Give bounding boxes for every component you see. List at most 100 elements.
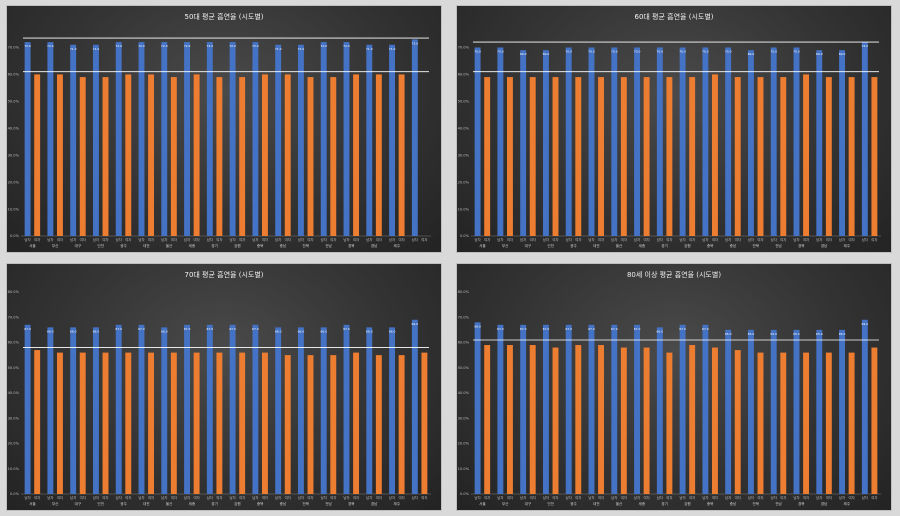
x-sub-label-male: 남자: [862, 495, 869, 500]
bar-male: [320, 42, 327, 236]
bar-female: [666, 352, 673, 494]
data-label-male: 72.0: [252, 44, 259, 48]
bar-male: [816, 329, 823, 494]
x-sub-label-male: 남자: [725, 495, 732, 500]
data-label-male: 70.0: [634, 49, 641, 53]
bar-male: [343, 324, 350, 494]
bar-male: [679, 324, 686, 494]
chart-panel-80plus: 80세 이상 평균 흡연율 (시도별) 0.0% 10.0% 20.0% 30.0% 40…: [456, 263, 892, 511]
x-sub-label-male: 남자: [93, 237, 100, 242]
bar-male: [634, 324, 641, 494]
bar-male: [656, 47, 663, 236]
x-sub-label-male: 남자: [207, 495, 214, 500]
bar-female: [216, 352, 223, 494]
bar-female: [239, 352, 246, 494]
bar-female: [307, 355, 314, 494]
bar-male: [861, 319, 868, 494]
data-label-male: 65.0: [725, 332, 732, 336]
bar-male: [252, 42, 259, 236]
bar-male: [411, 319, 418, 494]
x-region-label: 부산: [52, 501, 59, 506]
bar-male: [47, 327, 54, 494]
x-region-label: 전남: [325, 243, 332, 248]
data-label-male: 67.0: [565, 327, 572, 331]
x-sub-label-female: 여자: [353, 495, 360, 500]
bar-female: [102, 352, 109, 494]
x-region-label: 광주: [120, 243, 127, 248]
data-label-male: 69.0: [861, 322, 868, 326]
bar-female: [643, 347, 650, 494]
bar-female: [666, 77, 673, 237]
bar-male: [520, 50, 527, 236]
data-label-male: 66.0: [161, 329, 168, 333]
bar-female: [871, 347, 878, 494]
bar-female: [871, 77, 878, 237]
data-label-male: 72.0: [47, 44, 54, 48]
bar-female: [803, 74, 810, 237]
x-sub-label-male: 남자: [474, 237, 481, 242]
x-sub-label-female: 여자: [148, 495, 155, 500]
x-sub-label-male: 남자: [566, 237, 573, 242]
x-sub-label-female: 여자: [193, 237, 200, 242]
data-label-male: 69.0: [839, 52, 846, 56]
bar-male: [725, 47, 732, 236]
x-region-label: 제주: [394, 501, 401, 506]
x-sub-label-female: 여자: [125, 237, 132, 242]
data-label-male: 72.0: [229, 44, 236, 48]
bar-female: [34, 74, 41, 237]
y-tick-label: 60.0%: [458, 73, 470, 77]
x-sub-label-male: 남자: [588, 237, 595, 242]
data-label-male: 67.0: [184, 327, 191, 331]
x-sub-label-female: 여자: [552, 237, 559, 242]
bar-female: [375, 355, 382, 494]
data-label-male: 70.0: [611, 49, 618, 53]
bar-female: [375, 74, 382, 237]
x-sub-label-male: 남자: [566, 495, 573, 500]
x-sub-label-female: 여자: [735, 495, 742, 500]
bar-female: [56, 352, 63, 494]
x-sub-label-male: 남자: [47, 237, 54, 242]
x-sub-label-female: 여자: [803, 237, 810, 242]
bar-male: [520, 324, 527, 494]
bar-male: [793, 47, 800, 236]
bar-female: [330, 77, 337, 237]
x-sub-label-female: 여자: [34, 495, 41, 500]
x-sub-label-female: 여자: [80, 495, 87, 500]
x-region-label: 전북: [752, 501, 759, 506]
x-sub-label-female: 여자: [239, 237, 246, 242]
data-label-male: 66.0: [389, 329, 396, 333]
data-label-male: 67.0: [588, 327, 595, 331]
data-label-male: 72.0: [206, 44, 213, 48]
x-sub-label-female: 여자: [57, 495, 64, 500]
x-sub-label-male: 남자: [679, 237, 686, 242]
x-region-label: 부산: [502, 243, 509, 248]
x-region-label: 대구: [525, 243, 532, 248]
x-region-label: 경남: [371, 501, 378, 506]
y-tick-label: 40.0%: [458, 391, 470, 395]
x-sub-label-male: 남자: [184, 237, 191, 242]
x-sub-label-female: 여자: [689, 237, 696, 242]
chart-panel-60s: 60대 평균 흡연율 (시도별) 0.0% 10.0% 20.0% 30.0% 40.0%…: [456, 5, 892, 253]
x-sub-label-male: 남자: [839, 495, 846, 500]
bar-female: [757, 352, 764, 494]
y-tick-label: 40.0%: [458, 126, 470, 130]
x-sub-label-male: 남자: [252, 495, 259, 500]
x-sub-label-female: 여자: [262, 495, 269, 500]
data-label-male: 70.0: [565, 49, 572, 53]
data-label-male: 65.0: [748, 332, 755, 336]
bar-female: [484, 77, 491, 237]
x-region-label: 울산: [616, 243, 623, 248]
bar-male: [115, 324, 122, 494]
y-tick-label: 10.0%: [458, 207, 470, 211]
x-sub-label-female: 여자: [484, 495, 491, 500]
data-label-male: 69.0: [520, 52, 527, 56]
x-region-label: 인천: [547, 243, 554, 248]
y-tick-label: 20.0%: [458, 442, 470, 446]
x-sub-label-female: 여자: [848, 237, 855, 242]
bar-male: [839, 329, 846, 494]
x-region-label: 경북: [798, 243, 805, 248]
bar-male: [389, 44, 396, 237]
bar-female: [193, 74, 200, 237]
x-sub-label-female: 여자: [780, 237, 787, 242]
x-region-label: 경남: [821, 243, 828, 248]
